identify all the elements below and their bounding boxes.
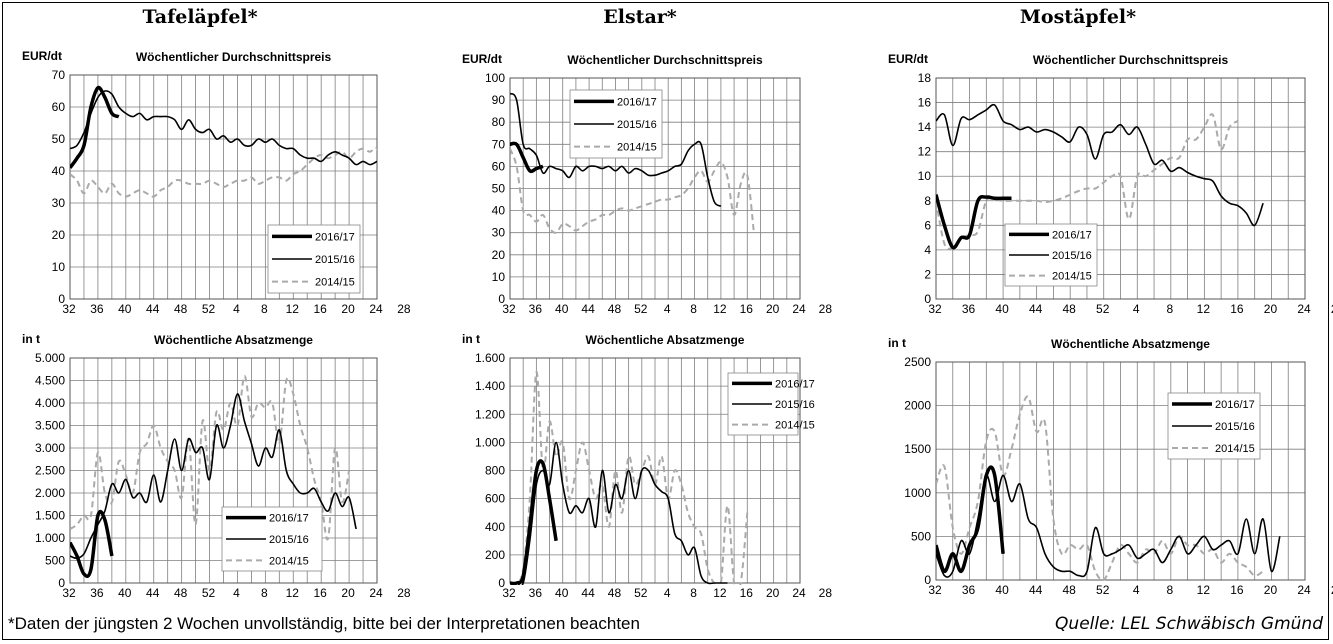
title-mostaepfel: Mostäpfel*	[1019, 6, 1137, 28]
title-tafelaepfel: Tafeläpfel*	[142, 6, 258, 28]
title-elstar: Elstar*	[603, 6, 677, 28]
footnote: *Daten der jüngsten 2 Wochen unvollständ…	[8, 614, 640, 633]
source-note: Quelle: LEL Schwäbisch Gmünd	[1055, 614, 1323, 634]
